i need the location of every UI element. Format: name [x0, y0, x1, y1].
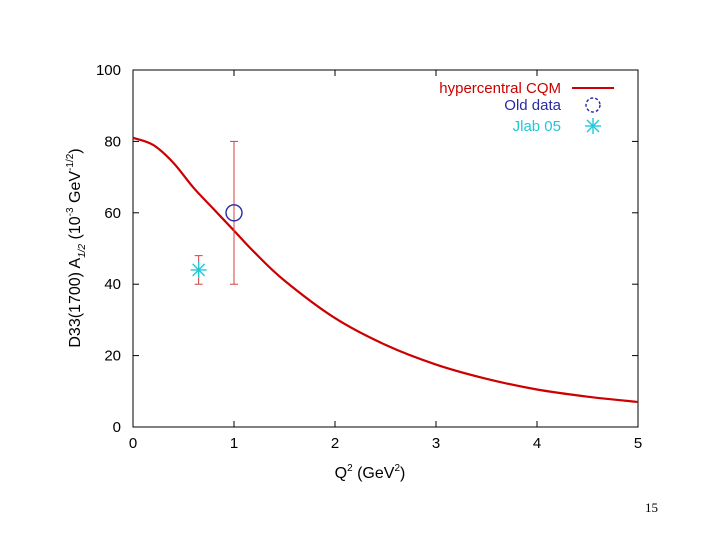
x-tick-label: 2	[331, 435, 339, 452]
page-number: 15	[645, 500, 658, 515]
data-point-jlab	[190, 261, 207, 278]
x-tick-label: 0	[129, 435, 137, 452]
legend-label-old-data: Old data	[504, 97, 561, 114]
legend-label-jlab: Jlab 05	[513, 118, 561, 135]
y-tick-label: 60	[104, 205, 121, 222]
legend: hypercentral CQM Old data Jlab 05	[439, 80, 614, 135]
y-tick-label: 40	[104, 276, 121, 293]
legend-marker-circle	[585, 97, 601, 113]
x-axis-label: Q2 (GeV2)	[335, 463, 406, 482]
x-tick-label: 3	[432, 435, 440, 452]
model-curve	[132, 136, 639, 404]
points-layer	[190, 140, 243, 285]
legend-marker-asterisk	[585, 118, 601, 134]
x-tick-label: 4	[533, 435, 541, 452]
y-axis-label: D33(1700) A1/2 (10-3 GeV-1/2)	[65, 148, 88, 347]
data-point-old	[225, 204, 243, 222]
y-tick-label: 0	[113, 419, 121, 436]
x-tick-label: 1	[230, 435, 238, 452]
legend-label-model: hypercentral CQM	[439, 80, 561, 97]
axis-ticks: 0 1 2 3 4 5 0 20 40 60 80 100	[96, 62, 642, 452]
plot-frame	[132, 69, 639, 428]
x-tick-label: 5	[634, 435, 642, 452]
y-tick-label: 80	[104, 133, 121, 150]
y-tick-label: 100	[96, 62, 121, 79]
y-tick-label: 20	[104, 348, 121, 365]
curve-layer	[132, 136, 639, 404]
